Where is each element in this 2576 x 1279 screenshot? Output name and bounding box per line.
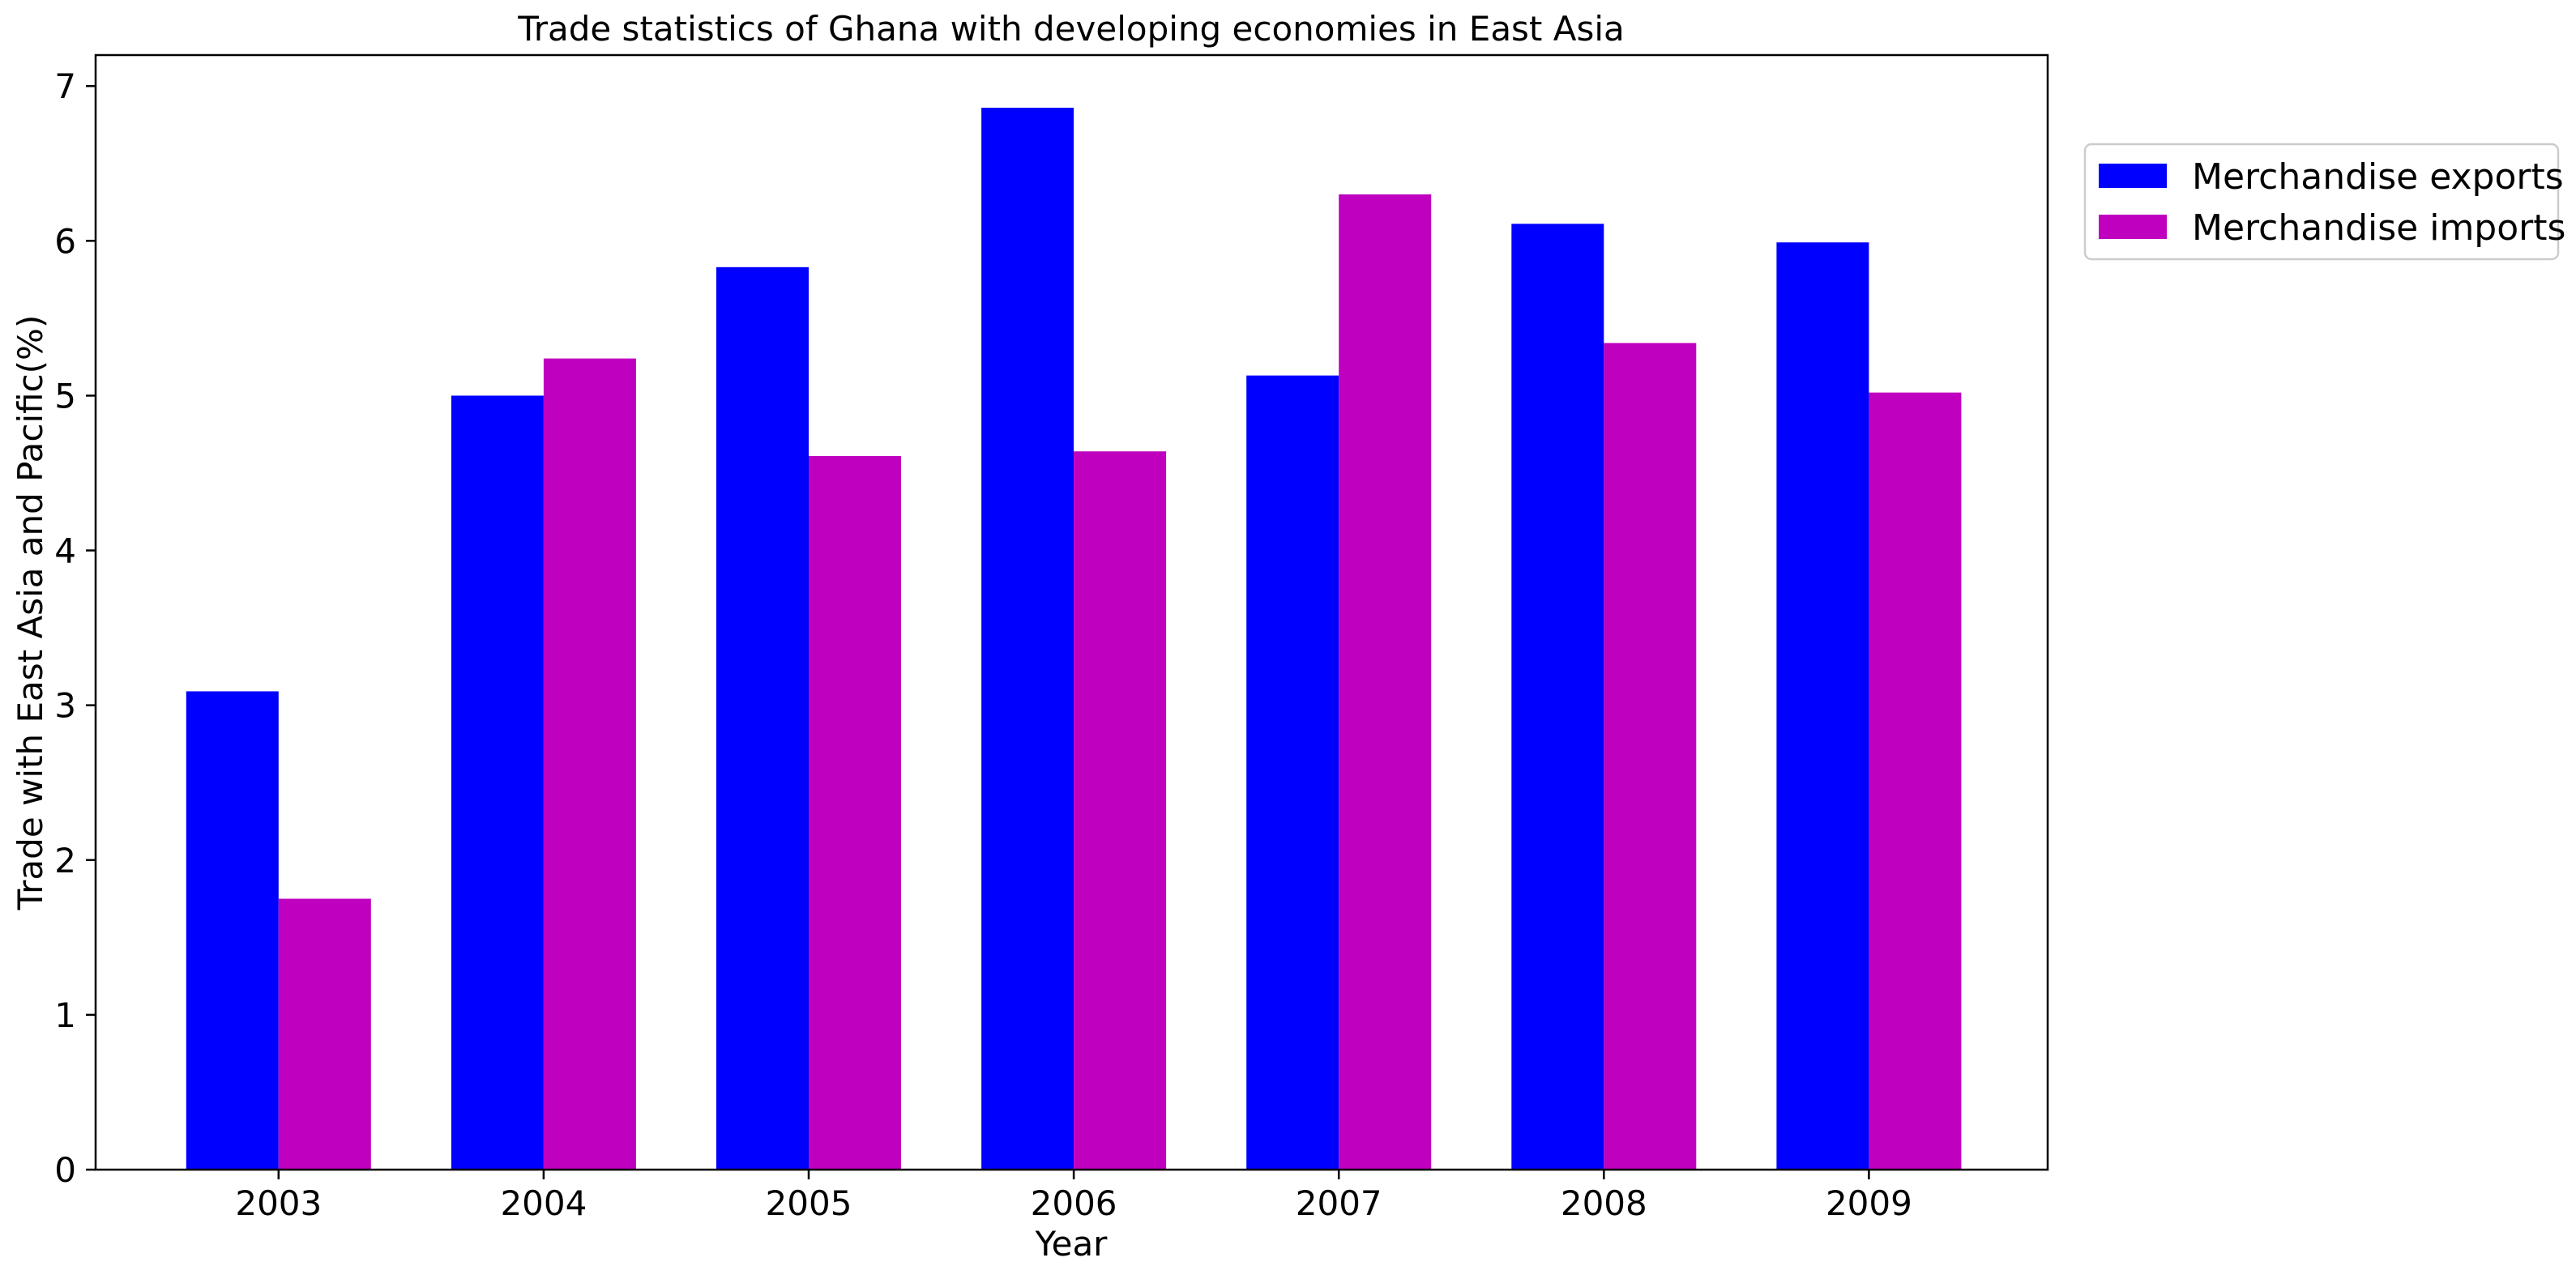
bar-exports-2003 — [186, 691, 279, 1170]
y-tick-label: 1 — [54, 995, 76, 1035]
y-axis: 0 1 2 3 4 5 6 7 — [54, 66, 96, 1190]
y-tick-label: 0 — [54, 1150, 76, 1190]
bar-imports-2007 — [1339, 194, 1432, 1170]
y-tick-label: 4 — [54, 531, 76, 571]
bar-imports-2009 — [1869, 392, 1962, 1170]
chart-title: Trade statistics of Ghana with developin… — [517, 9, 1625, 49]
x-tick-label: 2003 — [235, 1183, 322, 1223]
x-axis: 2003 2004 2005 2006 2007 2008 2009 — [235, 1170, 1912, 1223]
legend-label-exports: Merchandise exports — [2192, 156, 2564, 198]
bar-exports-2006 — [981, 107, 1074, 1170]
x-tick-label: 2008 — [1561, 1183, 1647, 1223]
x-tick-label: 2005 — [766, 1183, 852, 1223]
x-tick-label: 2004 — [500, 1183, 587, 1223]
legend-swatch-exports — [2099, 164, 2167, 188]
bar-exports-2004 — [451, 395, 544, 1170]
x-tick-label: 2009 — [1826, 1183, 1912, 1223]
legend-swatch-imports — [2099, 215, 2167, 239]
plot-frame — [94, 53, 2049, 1171]
bar-imports-2008 — [1604, 343, 1697, 1170]
y-axis-label: Trade with East Asia and Pacific(%) — [11, 315, 50, 911]
x-axis-label: Year — [1035, 1224, 1109, 1264]
y-tick-label: 6 — [54, 221, 76, 261]
bar-imports-2005 — [809, 455, 901, 1170]
y-tick-label: 5 — [54, 376, 76, 416]
x-tick-label: 2007 — [1296, 1183, 1382, 1223]
bar-exports-2008 — [1511, 224, 1604, 1170]
legend-label-imports: Merchandise imports — [2192, 207, 2565, 249]
bar-exports-2009 — [1776, 242, 1869, 1170]
bar-imports-2004 — [543, 358, 636, 1170]
legend: Merchandise exports Merchandise imports — [2083, 143, 2565, 261]
y-tick-label: 7 — [54, 66, 76, 106]
bars-group — [186, 107, 1962, 1170]
bar-exports-2007 — [1246, 375, 1339, 1170]
bar-exports-2005 — [716, 266, 809, 1170]
bar-imports-2003 — [278, 898, 371, 1170]
legend-frame — [2083, 143, 2560, 261]
y-tick-label: 2 — [54, 841, 76, 880]
bar-imports-2006 — [1074, 451, 1167, 1170]
x-tick-label: 2006 — [1031, 1183, 1117, 1223]
y-tick-label: 3 — [54, 686, 76, 726]
